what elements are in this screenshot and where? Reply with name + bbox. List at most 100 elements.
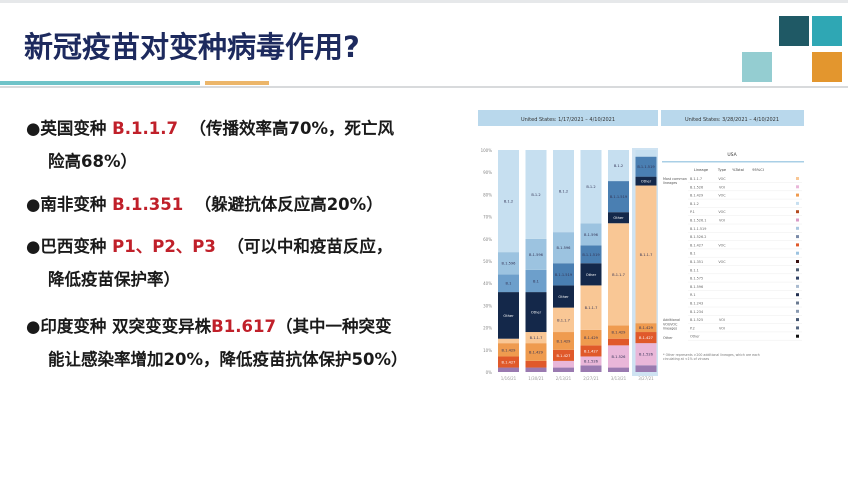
- legend-swatch-b-1-526-2: [796, 235, 799, 239]
- segment-label: B.1.596: [557, 246, 572, 250]
- bar-segment-misc: [498, 367, 519, 372]
- decor-square-dark-teal: [779, 16, 809, 46]
- segment-label: Other: [641, 180, 652, 184]
- y-tick-label: 90%: [483, 170, 492, 175]
- title-underline-teal: [0, 81, 200, 85]
- segment-label: Other: [558, 295, 569, 299]
- bullet-india-cont: 能让感染率增加20%，降低疫苗抗体保护50%）: [48, 350, 408, 369]
- table-cell-lineage: B.1: [690, 252, 696, 256]
- variant-name: B.1.1.7: [112, 119, 178, 138]
- decor-square-orange: [812, 52, 842, 82]
- bar-segment-other: [525, 292, 547, 333]
- bar-segment-b-1-429: [553, 332, 574, 350]
- segment-label: B.1: [533, 279, 539, 283]
- decor-square-light-teal: [742, 52, 772, 82]
- table-cell-lineage: B.1.526.1: [690, 219, 706, 223]
- bar-segment-other: [608, 212, 629, 224]
- segment-label: B.1.596: [502, 262, 517, 266]
- bar-segment-b-1-1-7: [608, 223, 629, 326]
- bar-segment-b-1-526: [608, 345, 629, 368]
- bar-segment-b-1-526: [553, 360, 574, 368]
- table-cell-type: VOC: [718, 243, 726, 247]
- segment-label: Other: [613, 216, 624, 220]
- bar-segment-b-1-596: [525, 238, 547, 270]
- legend-swatch-b-1-526-1: [796, 218, 799, 222]
- variant-name: B1.617: [211, 317, 276, 336]
- segment-label: B.1: [506, 282, 512, 286]
- bar-segment-misc: [608, 367, 629, 372]
- legend-swatch-b-1-1-7: [796, 177, 799, 180]
- bar-segment-b-1-1-519: [608, 181, 629, 213]
- legend-swatch-b-1-526: [796, 185, 799, 189]
- bar-segment-b-1-2: [525, 150, 547, 239]
- segment-label: B.1.1.7: [585, 306, 598, 310]
- segment-label: Other: [586, 273, 597, 277]
- bar-segment-b-1-429: [608, 325, 629, 339]
- segment-label: Other: [531, 311, 542, 315]
- segment-label: B.1.427: [639, 336, 653, 340]
- legend-swatch-b-1-429: [796, 193, 799, 197]
- bar-segment-b-1-526: [635, 343, 657, 366]
- bar-segment-other: [580, 263, 602, 286]
- table-cell-type: VOI: [719, 219, 725, 223]
- table-group-label: Most common lineages: [663, 177, 687, 185]
- legend-swatch-b-1-427: [796, 243, 799, 247]
- right-header-bg: [661, 110, 804, 126]
- bullet-south-africa: ●南非变种 B.1.351 （躲避抗体反应高20%）: [26, 188, 476, 221]
- legend-swatch-b-1-1: [796, 268, 799, 272]
- bar-segment-b-1-1-519: [580, 245, 602, 264]
- segment-label: B.1.429: [584, 336, 599, 340]
- segment-label: B.1.427: [584, 349, 598, 353]
- bullet-desc: （其中一种突变: [275, 317, 392, 336]
- segment-label: B.1.1.519: [610, 195, 628, 199]
- table-cell-lineage: B.1.1: [690, 268, 699, 272]
- bullet-brazil: ●巴西变种 P1、P2、P3 （可以中和疫苗反应，: [26, 230, 476, 263]
- decor-square-teal: [812, 16, 842, 46]
- legend-swatch-b-1-234: [796, 309, 799, 313]
- x-tick-label: 2/13/21: [556, 376, 572, 381]
- legend-swatch-b-1-525: [796, 318, 799, 322]
- bullet-label: ●英国变种: [26, 119, 113, 138]
- left-header-bg: [478, 110, 658, 126]
- variant-name: B.1.351: [112, 195, 184, 214]
- slide-title: 新冠疫苗对变种病毒作用?: [24, 30, 360, 64]
- table-cell-type: VOI: [719, 326, 725, 330]
- bar-segment-b-1-1-7: [635, 185, 657, 324]
- table-cell-lineage: P.1: [690, 210, 695, 214]
- bar-segment-b-1-427: [635, 332, 657, 344]
- table-cell-lineage: B.1.427: [690, 243, 703, 247]
- bar-segment-b-1-429: [498, 343, 519, 357]
- bar-segment-b-1-427: [608, 338, 629, 346]
- y-tick-label: 10%: [483, 348, 492, 353]
- bullet-india: ●印度变种 双突变变异株B1.617（其中一种突变: [26, 310, 476, 343]
- segment-label: B.1.2: [531, 193, 540, 197]
- table-cell-lineage: B.1.1.519: [690, 227, 706, 231]
- segment-label: B.1.1.519: [582, 253, 600, 257]
- table-column-header: Type: [717, 168, 727, 172]
- bar-segment-b-1: [525, 269, 547, 293]
- table-cell-lineage: B.1.526.2: [690, 235, 706, 239]
- legend-swatch-b-1-243: [796, 301, 799, 305]
- bar-segment-b-1-2: [498, 150, 519, 253]
- variant-name: P1、P2、P3: [112, 237, 216, 256]
- segment-label: B.1.1.7: [530, 336, 543, 340]
- table-column-header: Lineage: [694, 168, 709, 172]
- segment-label: B.1.429: [612, 331, 627, 335]
- right-header: United States: 3/28/2021 – 4/10/2021: [685, 117, 779, 123]
- table-cell-lineage: B.1.1.7: [690, 177, 702, 181]
- table-cell-lineage: B.1.429: [690, 194, 703, 198]
- bar-segment-b-1-2: [608, 150, 629, 182]
- legend-swatch-b-1: [796, 251, 799, 255]
- segment-label: B.1.429: [502, 348, 517, 352]
- segment-label: B.1.1.7: [557, 318, 570, 322]
- bullet-uk-cont: 险高68%）: [48, 152, 137, 171]
- y-tick-label: 20%: [483, 326, 492, 331]
- left-header: United States: 1/17/2021 – 4/10/2021: [521, 117, 615, 123]
- segment-label: B.1.427: [557, 354, 571, 358]
- table-cell-type: VOI: [719, 185, 725, 189]
- legend-swatch-b-1-1-519: [796, 226, 799, 230]
- bullet-desc: （躲避抗体反应高20%）: [194, 195, 383, 214]
- table-cell-lineage: B.1.234: [690, 310, 703, 314]
- bar-segment-b-1-427: [525, 360, 547, 368]
- table-group-label: Other: [663, 336, 673, 340]
